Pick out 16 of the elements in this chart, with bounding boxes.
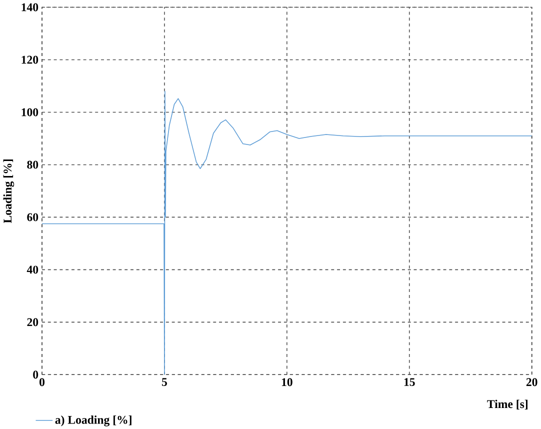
y-tick-label: 40 [26,266,38,274]
y-tick-label: 20 [27,318,38,326]
y-tick-label: 140 [22,3,38,12]
legend-label: a) Loading [%] [55,415,132,426]
x-axis-title: Time [s] [487,400,528,410]
y-tick-label: 120 [22,56,38,64]
y-tick-label: 60 [27,213,38,222]
x-tick-label: 10 [282,378,292,386]
y-tick-label: 80 [27,160,38,169]
x-tick-label: 20 [526,378,538,386]
y-tick-label: 100 [22,108,38,116]
x-tick-label: 5 [162,378,167,386]
x-tick-label: 0 [40,378,45,386]
y-tick-label: 0 [33,370,38,379]
y-axis-title: Loading [%] [3,159,14,223]
x-tick-label: 15 [404,378,415,386]
